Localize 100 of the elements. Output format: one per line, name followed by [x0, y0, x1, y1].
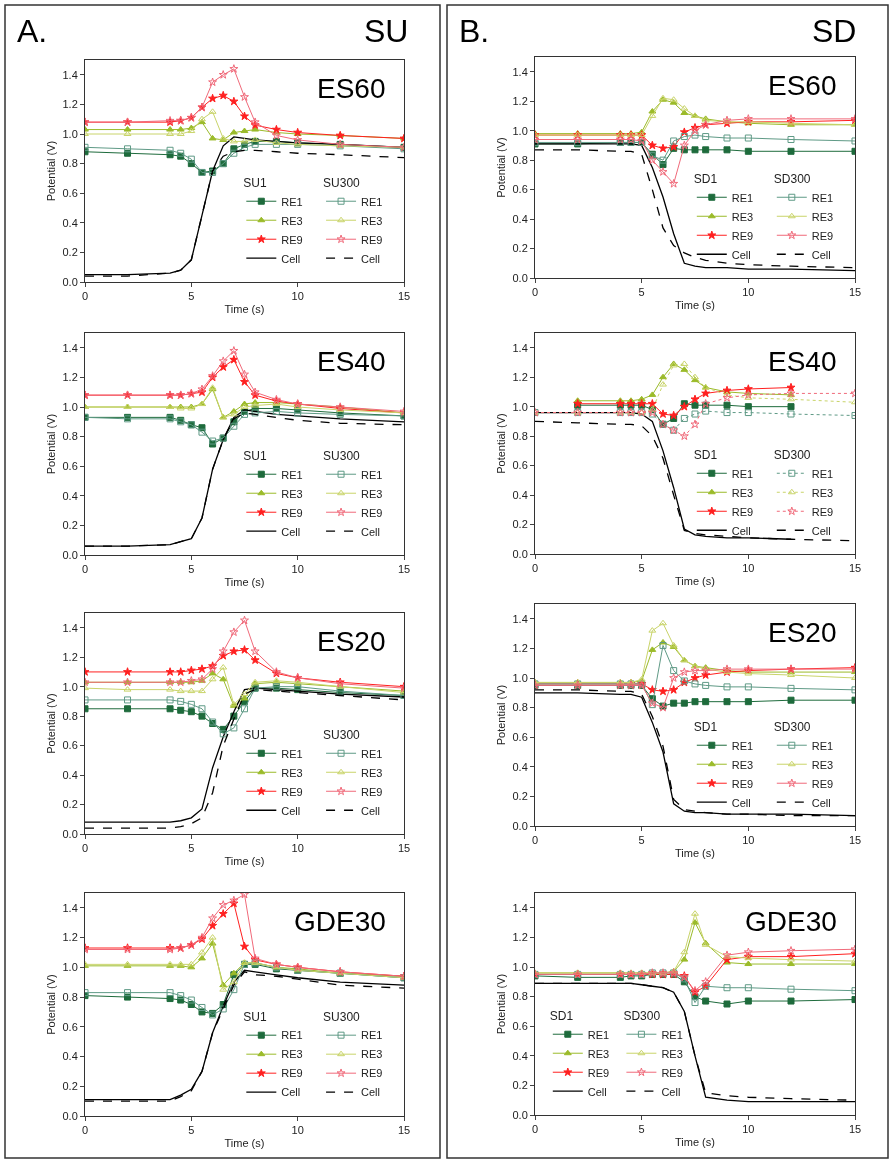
y-tick-label: 1.4	[62, 901, 78, 914]
y-axis-title: Potential (V)	[495, 137, 508, 198]
annotation: SU1	[243, 1009, 267, 1024]
legend-label: RE9	[361, 785, 383, 798]
y-tick-label: 0.2	[512, 790, 528, 803]
annotation: SD1	[549, 1008, 574, 1023]
legend-label: RE9	[811, 229, 834, 242]
y-tick-label: 0.0	[512, 547, 528, 560]
legend-label: RE3	[361, 487, 383, 500]
legend-label: RE3	[731, 486, 754, 499]
legend-label: Cell	[361, 252, 381, 265]
x-axis-title: Time (s)	[675, 1136, 715, 1149]
legend-label: Cell	[811, 248, 831, 261]
text: SD	[812, 13, 857, 49]
y-tick-label: 1.0	[512, 124, 528, 137]
y-tick-label: 1.2	[62, 98, 78, 111]
y-tick-label: 0.0	[62, 548, 78, 561]
legend-label: Cell	[361, 804, 381, 817]
y-tick-label: 0.6	[512, 731, 528, 744]
x-tick-label: 15	[848, 286, 862, 299]
x-tick-label: 5	[188, 842, 195, 855]
legend-label: RE9	[361, 506, 383, 519]
x-tick-label: 0	[81, 842, 89, 855]
legend-label: RE9	[281, 1067, 303, 1080]
annotation: SU300	[323, 175, 361, 190]
x-tick-label: 15	[848, 1123, 862, 1136]
legend-label: Cell	[281, 525, 301, 538]
y-tick-label: 1.2	[62, 371, 78, 384]
y-tick-label: 0.0	[512, 1108, 528, 1121]
y-tick-label: 0.2	[512, 518, 528, 531]
y-tick-label: 1.0	[62, 961, 78, 974]
y-tick-label: 0.6	[62, 1020, 78, 1033]
y-tick-label: 0.0	[62, 1109, 78, 1122]
text: GDE30	[745, 906, 837, 937]
x-tick-label: 10	[291, 842, 304, 855]
legend-label: RE9	[281, 233, 303, 246]
legend-label: RE9	[281, 506, 303, 519]
annotation: SD300	[773, 719, 811, 734]
y-tick-label: 0.8	[62, 157, 78, 170]
y-tick-label: 1.2	[512, 931, 528, 944]
legend-label: RE1	[731, 467, 754, 480]
y-tick-label: 0.4	[62, 489, 78, 502]
y-tick-label: 1.2	[512, 95, 528, 108]
x-tick-label: 10	[291, 290, 304, 303]
legend-label: RE9	[361, 233, 383, 246]
y-tick-label: 0.2	[512, 242, 528, 255]
legend-label: RE1	[361, 1029, 383, 1042]
x-axis-title: Time (s)	[224, 576, 265, 589]
legend-label: RE9	[281, 785, 303, 798]
y-tick-label: 0.4	[62, 768, 78, 781]
legend-label: Cell	[661, 1085, 681, 1098]
annotation: SD1	[693, 719, 718, 734]
y-tick-label: 0.4	[62, 216, 78, 229]
x-tick-label: 0	[81, 563, 89, 576]
y-tick-label: 1.2	[512, 642, 528, 655]
legend-label: RE3	[281, 214, 303, 227]
legend-label: RE1	[281, 468, 303, 481]
y-tick-label: 1.4	[512, 612, 528, 625]
text: A.	[17, 13, 48, 49]
text: ES60	[768, 70, 837, 101]
y-tick-label: 1.0	[512, 400, 528, 413]
legend-label: RE3	[361, 766, 383, 779]
legend-label: Cell	[731, 248, 751, 261]
y-tick-label: 0.0	[62, 827, 78, 840]
legend-label: Cell	[281, 252, 301, 265]
annotation: SU1	[243, 448, 267, 463]
legend-label: RE9	[731, 505, 754, 518]
y-tick-label: 1.4	[512, 65, 528, 78]
x-tick-label: 0	[531, 834, 539, 847]
x-tick-label: 10	[291, 1124, 304, 1137]
y-axis-title: Potential (V)	[495, 973, 508, 1035]
legend-label: RE3	[811, 210, 834, 223]
legend-label: RE3	[811, 758, 834, 771]
legend-label: RE1	[811, 467, 834, 480]
y-axis-title: Potential (V)	[45, 140, 58, 202]
y-tick-label: 1.0	[62, 400, 78, 413]
y-tick-label: 0.4	[512, 212, 528, 225]
y-tick-label: 0.4	[512, 760, 528, 773]
y-tick-label: 0.8	[512, 990, 528, 1003]
y-tick-label: 0.6	[62, 739, 78, 752]
y-tick-label: 0.6	[512, 183, 528, 196]
legend-label: Cell	[361, 525, 381, 538]
y-tick-label: 0.0	[62, 275, 78, 288]
y-tick-label: 1.0	[62, 127, 78, 140]
y-tick-label: 0.2	[62, 519, 78, 532]
legend-label: RE3	[811, 486, 834, 499]
y-tick-label: 1.4	[62, 341, 78, 354]
y-tick-label: 0.8	[512, 153, 528, 166]
text: SU	[364, 13, 409, 49]
y-tick-label: 0.4	[512, 1049, 528, 1062]
x-tick-label: 5	[638, 286, 645, 299]
x-tick-label: 15	[848, 834, 862, 847]
x-tick-label: 10	[742, 562, 755, 575]
legend-label: RE9	[731, 229, 754, 242]
x-axis-title: Time (s)	[675, 575, 715, 588]
x-axis-title: Time (s)	[224, 855, 265, 868]
legend-label: RE3	[281, 1048, 303, 1061]
legend-label: RE3	[731, 210, 754, 223]
x-tick-label: 5	[188, 1124, 195, 1137]
annotation: SD1	[693, 447, 718, 462]
